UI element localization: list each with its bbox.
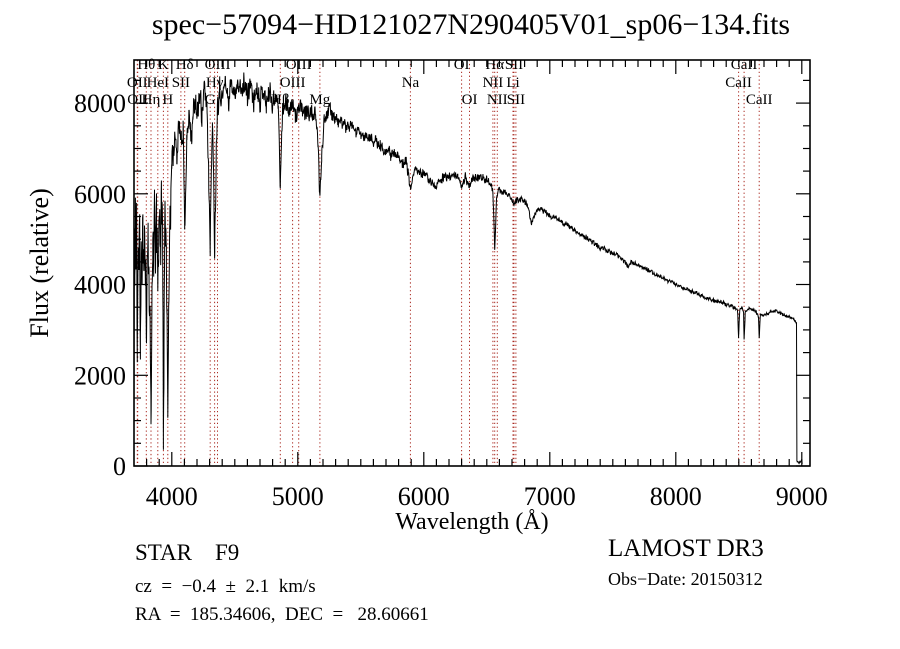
y-tick-label: 4000 <box>74 271 126 300</box>
spectral-line-label: OIII <box>205 57 231 73</box>
ra-dec-text: RA = 185.34606, DEC = 28.60661 <box>135 604 429 625</box>
x-tick-label: 6000 <box>398 482 450 511</box>
survey-release-text: LAMOST DR3 <box>608 535 764 562</box>
spectral-line-label: OII <box>127 92 148 108</box>
x-tick-label: 5000 <box>272 482 324 511</box>
y-tick-label: 6000 <box>74 180 126 209</box>
y-tick-label: 8000 <box>74 89 126 118</box>
spectral-line-label: G <box>205 92 216 108</box>
spectral-line-label: Mg <box>309 92 330 108</box>
plot-frame <box>133 59 811 467</box>
spectral-line-label: Li <box>506 75 519 91</box>
y-tick-label: 0 <box>113 452 126 481</box>
spectral-line-label: Hθ <box>137 57 155 73</box>
spectral-line-label: Hα <box>485 57 504 73</box>
spectrum-line <box>133 72 803 465</box>
spectral-line-label: Hη <box>142 92 161 108</box>
obs-date-text: Obs−Date: 20150312 <box>608 569 763 589</box>
spectral-line-label: SII <box>507 92 525 108</box>
spectral-line-label: Hγ <box>206 75 224 91</box>
y-tick-label: 2000 <box>74 361 126 390</box>
spectral-line-label: OI <box>454 57 470 73</box>
cz-velocity-text: cz = −0.4 ± 2.1 km/s <box>135 576 316 597</box>
y-axis-label: Flux (relative) <box>25 188 54 337</box>
spectral-line-label: CaII <box>725 75 752 91</box>
spectral-line-label: OII <box>127 75 148 91</box>
spectral-line-label: OI <box>462 92 478 108</box>
spectral-line-label: NII <box>487 92 508 108</box>
spectral-line-label: Hδ <box>176 57 194 73</box>
spectral-line-label: HeI <box>147 75 170 91</box>
plot-area: 4000 5000 6000 7000 8000 9000 0 2000 4000 6000 800… <box>25 57 828 535</box>
spectral-line-label: SII <box>172 75 190 91</box>
spectral-line-label: K <box>158 57 169 73</box>
object-class-text: STAR F9 <box>135 540 239 565</box>
figure-title: spec−57094−HD121027N290405V01_sp06−134.f… <box>152 8 790 41</box>
spectral-line-label: OIII <box>280 75 306 91</box>
x-tick-label: 9000 <box>776 482 828 511</box>
spectral-line-label: H <box>162 92 173 108</box>
x-tick-label: 4000 <box>146 482 198 511</box>
x-tick-label: 7000 <box>524 482 576 511</box>
spectral-line-label: Na <box>402 75 420 91</box>
spectral-line-label: CaII <box>746 92 773 108</box>
spectral-line-label: NII <box>482 75 503 91</box>
spectral-line-label: CaII <box>731 57 758 73</box>
x-axis-label: Wavelength (Å) <box>395 509 548 535</box>
spectral-line-label: SII <box>505 57 523 73</box>
spectral-line-label: OIII <box>286 57 312 73</box>
x-tick-label: 8000 <box>650 482 702 511</box>
